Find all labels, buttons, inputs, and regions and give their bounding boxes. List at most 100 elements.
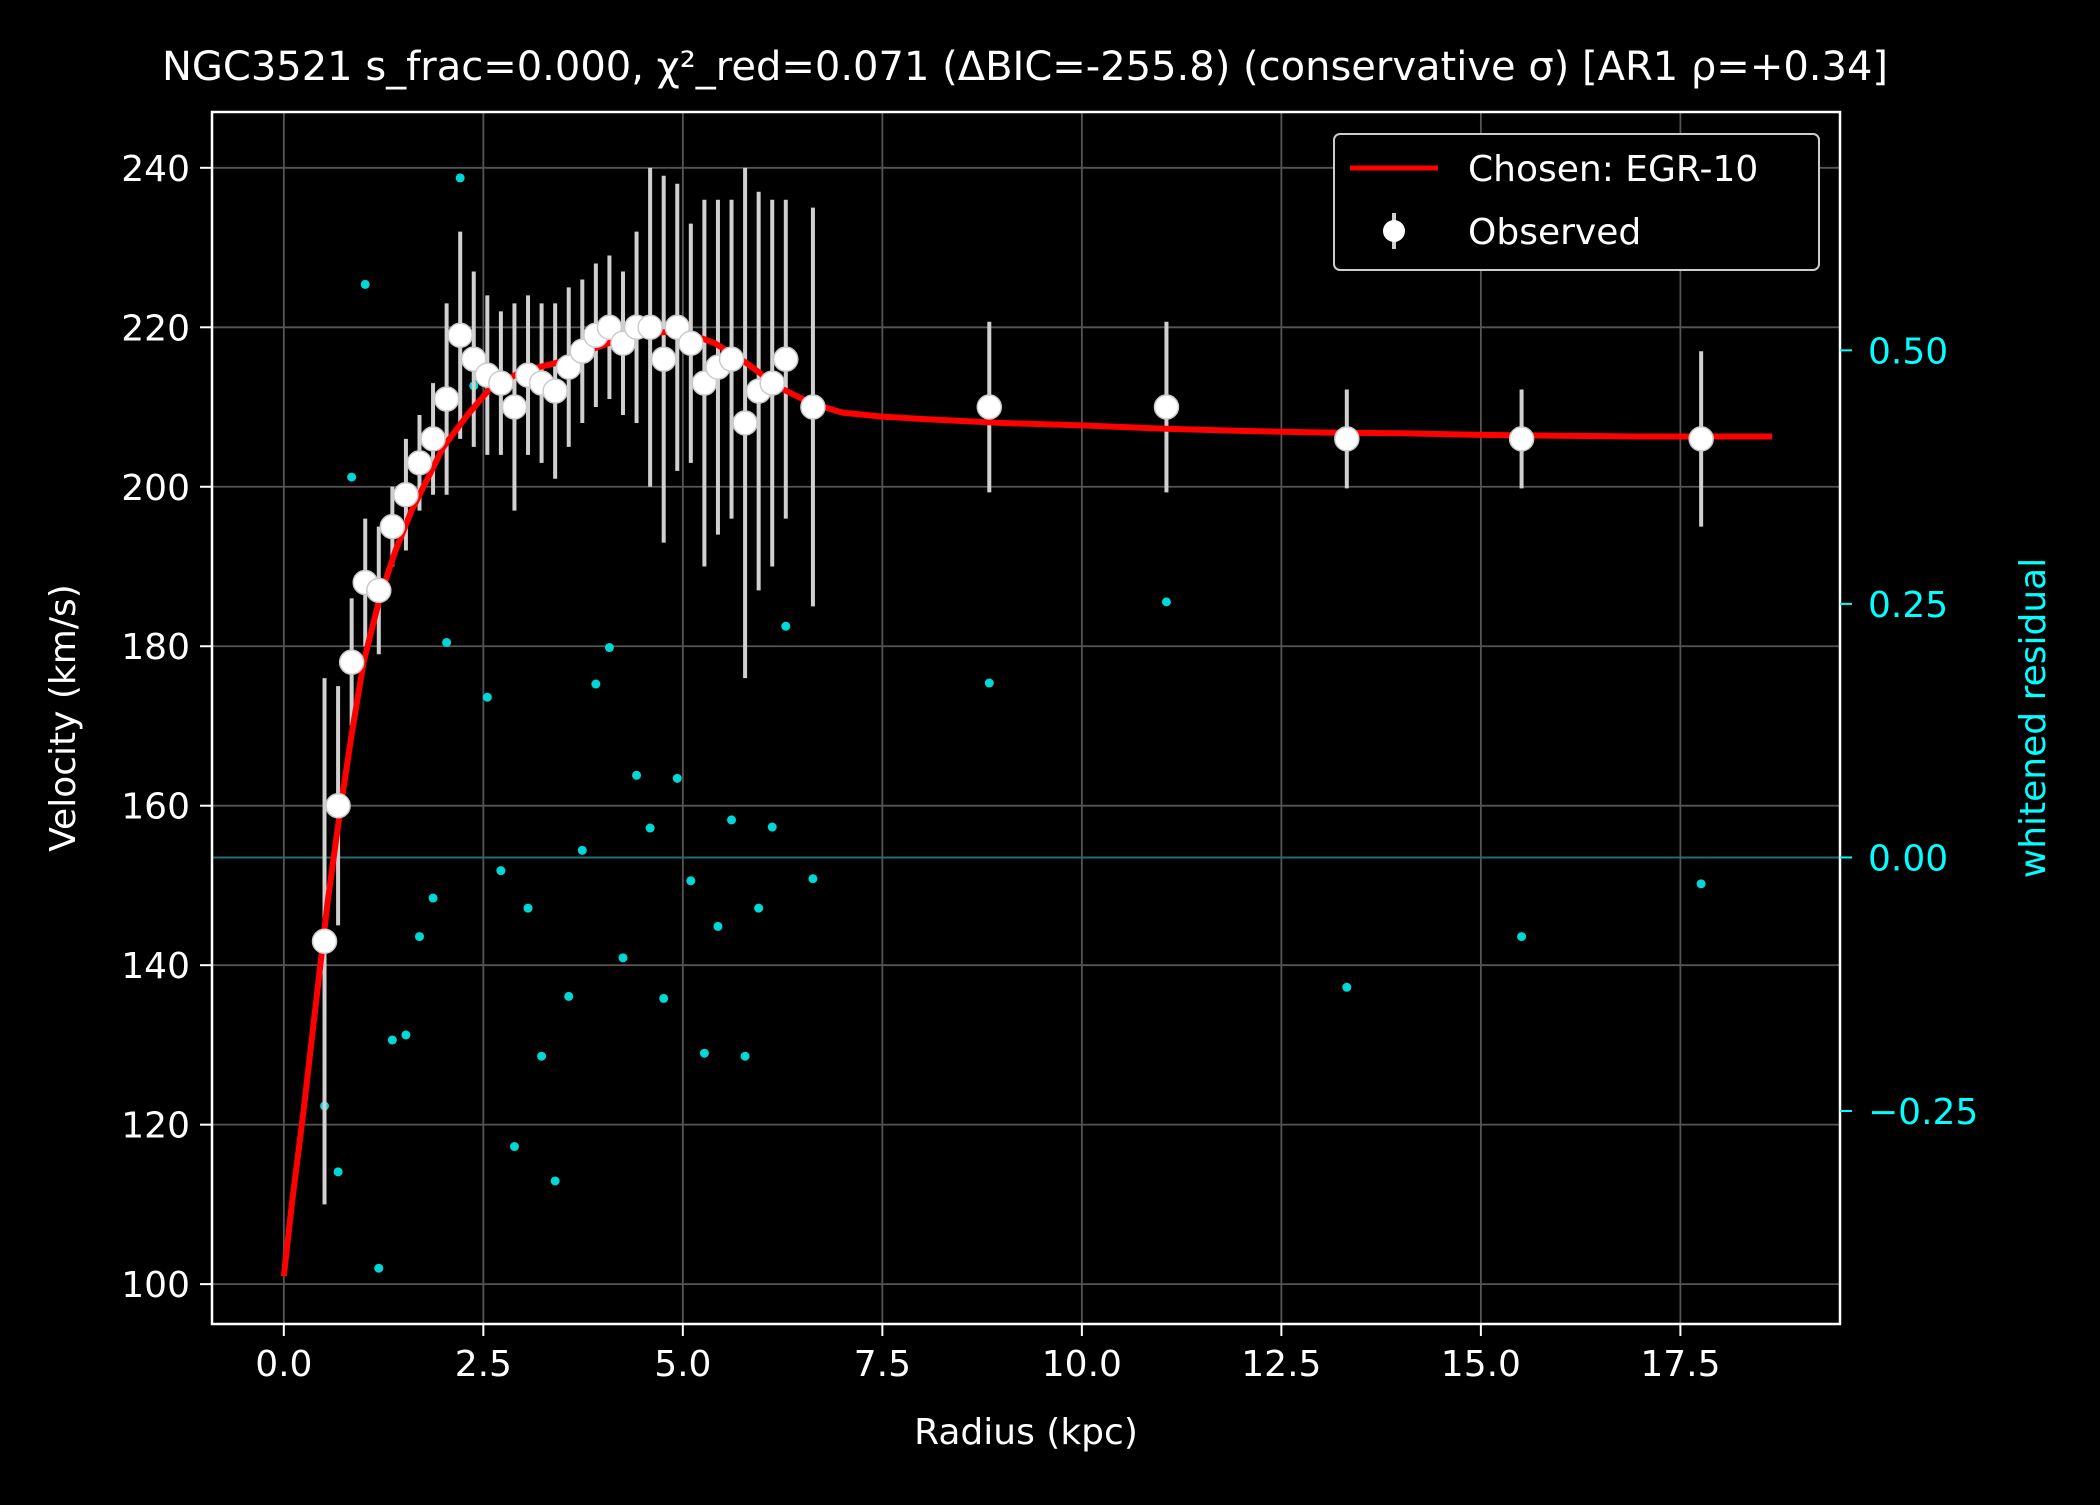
observed-point bbox=[393, 481, 419, 508]
residual-point bbox=[550, 1176, 560, 1186]
y-tick-label: 200 bbox=[121, 468, 190, 509]
observed-point bbox=[447, 322, 473, 349]
residual-point bbox=[591, 679, 601, 689]
observed-point bbox=[1688, 426, 1714, 452]
y-tick-label: 160 bbox=[121, 787, 190, 828]
observed-point bbox=[488, 370, 514, 396]
residual-point bbox=[537, 1051, 547, 1061]
x-tick-label: 7.5 bbox=[854, 1344, 911, 1385]
residual-point bbox=[401, 1030, 411, 1040]
observed-point bbox=[650, 346, 677, 372]
residual-point bbox=[767, 822, 777, 832]
legend-marker-swatch bbox=[1383, 220, 1405, 242]
plot-frame bbox=[210, 110, 1842, 1326]
residual-point bbox=[808, 874, 818, 884]
observed-point bbox=[406, 450, 433, 476]
residual-point bbox=[523, 903, 533, 913]
observed-point bbox=[759, 370, 785, 396]
legend-label-model: Chosen: EGR-10 bbox=[1468, 149, 1758, 190]
observed-point bbox=[366, 577, 392, 604]
x-tick-label: 17.5 bbox=[1640, 1344, 1720, 1385]
residual-point bbox=[564, 991, 574, 1001]
chart-title: NGC3521 s_frac=0.000, χ²_red=0.071 (ΔBIC… bbox=[162, 44, 1888, 90]
observed-point bbox=[637, 314, 663, 341]
y-tick-label: 240 bbox=[121, 149, 190, 190]
observed-point bbox=[1153, 394, 1180, 420]
x-tick-label: 15.0 bbox=[1441, 1344, 1521, 1385]
residual-point bbox=[659, 993, 669, 1003]
y-tick-label: 180 bbox=[121, 627, 190, 668]
y-axis: 100 120 140 160 180 200 220 240 bbox=[121, 149, 212, 1306]
y2-axis: −0.25 0.00 0.25 0.50 bbox=[1840, 331, 1978, 1133]
x-tick-label: 10.0 bbox=[1042, 1344, 1122, 1385]
observed-point bbox=[1508, 426, 1535, 452]
observed-point bbox=[420, 426, 446, 452]
observed-point bbox=[325, 792, 351, 819]
residual-point bbox=[781, 621, 791, 631]
legend: Chosen: EGR-10 Observed bbox=[1333, 133, 1820, 271]
residual-point bbox=[984, 678, 994, 688]
y2-tick-label: 0.50 bbox=[1868, 331, 1948, 372]
observed-point bbox=[501, 394, 528, 420]
residual-point bbox=[1161, 597, 1171, 607]
residual-point bbox=[387, 1035, 397, 1045]
residual-point bbox=[727, 815, 737, 825]
observed-point bbox=[433, 386, 460, 412]
residual-point bbox=[699, 1048, 709, 1058]
residual-point bbox=[754, 903, 764, 913]
residual-point bbox=[618, 953, 628, 963]
y-tick-label: 220 bbox=[121, 308, 190, 349]
residual-point bbox=[645, 823, 655, 833]
point-layer bbox=[311, 314, 1714, 955]
grid-layer bbox=[212, 112, 1840, 1324]
y2-tick-label: 0.25 bbox=[1868, 585, 1948, 626]
residual-point bbox=[414, 932, 424, 942]
residual-layer bbox=[320, 173, 1706, 1273]
x-tick-label: 12.5 bbox=[1241, 1344, 1321, 1385]
residual-point bbox=[713, 921, 723, 931]
observed-point bbox=[800, 394, 826, 420]
observed-point bbox=[542, 378, 568, 404]
y-tick-label: 100 bbox=[121, 1265, 190, 1306]
y-tick-label: 120 bbox=[121, 1106, 190, 1147]
residual-point bbox=[1517, 932, 1527, 942]
x-tick-label: 2.5 bbox=[455, 1344, 512, 1385]
residual-point bbox=[604, 643, 614, 653]
y-tick-label: 140 bbox=[121, 946, 190, 987]
residual-point bbox=[442, 637, 452, 647]
residual-point bbox=[333, 1167, 343, 1177]
observed-point bbox=[379, 513, 406, 540]
residual-point bbox=[455, 173, 465, 183]
residual-point bbox=[686, 876, 696, 886]
residual-point bbox=[347, 472, 357, 482]
observed-point bbox=[732, 410, 758, 436]
y-axis-label: Velocity (km/s) bbox=[43, 584, 84, 852]
residual-point bbox=[740, 1051, 750, 1061]
residual-point bbox=[632, 770, 642, 780]
observed-point bbox=[311, 928, 338, 955]
legend-box bbox=[1333, 133, 1820, 271]
residual-point bbox=[577, 845, 587, 855]
residual-point bbox=[428, 893, 438, 903]
y2-axis-label: whitened residual bbox=[2013, 558, 2054, 878]
residual-point bbox=[509, 1142, 519, 1152]
x-axis-label: Radius (kpc) bbox=[914, 1412, 1138, 1453]
observed-point bbox=[678, 330, 704, 356]
residual-point bbox=[1696, 879, 1706, 889]
residual-point bbox=[496, 866, 506, 876]
residual-point bbox=[672, 773, 682, 783]
residual-point bbox=[374, 1263, 384, 1273]
residual-point bbox=[482, 692, 492, 702]
legend-label-observed: Observed bbox=[1468, 212, 1641, 253]
y2-tick-label: 0.00 bbox=[1868, 838, 1948, 879]
y2-tick-label: −0.25 bbox=[1868, 1092, 1978, 1133]
observed-point bbox=[718, 346, 745, 372]
observed-point bbox=[773, 346, 799, 372]
residual-point bbox=[1342, 982, 1352, 992]
x-axis: 0.0 2.5 5.0 7.5 10.0 12.5 15.0 17.5 bbox=[255, 1324, 1720, 1385]
observed-point bbox=[976, 394, 1003, 420]
observed-point bbox=[1334, 426, 1360, 452]
observed-point bbox=[338, 649, 365, 675]
